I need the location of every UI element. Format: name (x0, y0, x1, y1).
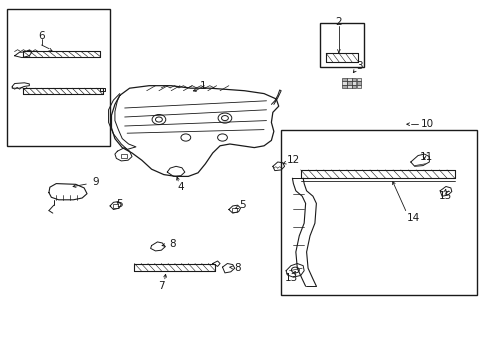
Text: 6: 6 (38, 31, 45, 41)
Text: 12: 12 (286, 155, 300, 165)
Bar (356, 81, 361, 85)
Text: 8: 8 (168, 239, 175, 249)
Bar (342, 81, 346, 85)
Text: 9: 9 (92, 177, 99, 187)
Bar (342, 85, 346, 88)
Bar (281, 130, 476, 295)
Text: 10: 10 (420, 119, 432, 129)
Bar (346, 81, 351, 85)
Text: 5: 5 (116, 199, 123, 210)
Text: 11: 11 (419, 152, 432, 162)
Bar (351, 85, 356, 88)
Text: 14: 14 (406, 213, 419, 223)
Text: 8: 8 (233, 263, 240, 273)
Bar (356, 85, 361, 88)
Bar (231, 208, 237, 212)
Bar (121, 154, 127, 158)
Bar (7, 9, 110, 146)
Text: 13: 13 (284, 273, 297, 283)
Text: 4: 4 (177, 182, 184, 192)
Bar (113, 204, 118, 208)
Text: 2: 2 (335, 17, 342, 27)
Text: 5: 5 (238, 200, 245, 210)
Bar (346, 85, 351, 88)
Bar (320, 23, 364, 67)
Text: 3: 3 (355, 60, 362, 71)
Text: 7: 7 (158, 281, 164, 291)
Bar (356, 78, 361, 81)
Bar (351, 81, 356, 85)
Bar (351, 78, 356, 81)
Bar (346, 78, 351, 81)
Text: 15: 15 (437, 191, 451, 201)
Text: 1: 1 (199, 81, 206, 91)
Bar (342, 78, 346, 81)
